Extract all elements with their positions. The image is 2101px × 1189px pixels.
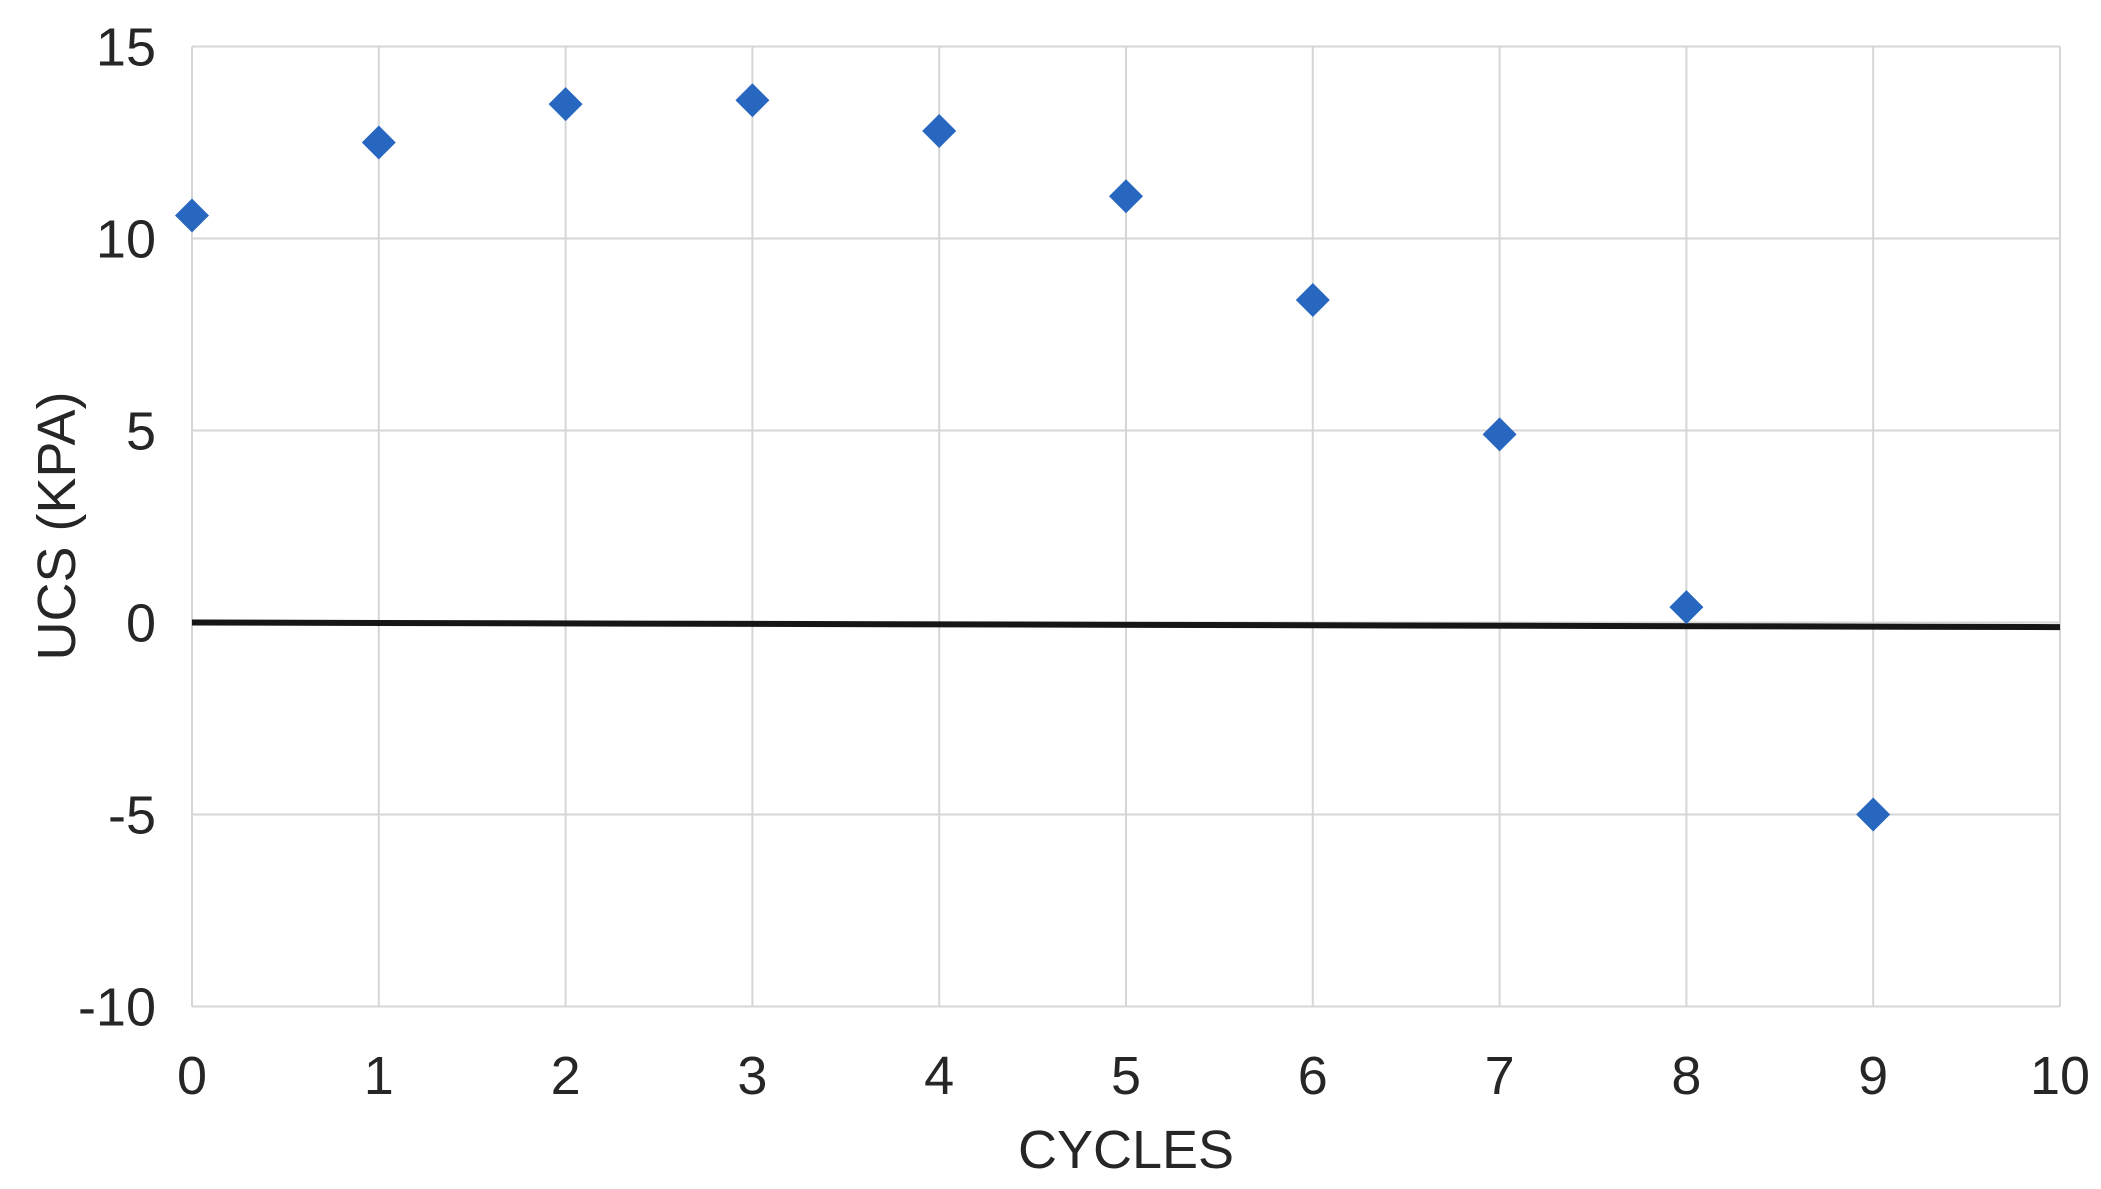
data-point-marker [548,87,583,122]
y-axis-title: UCS (KPA) [27,391,87,660]
y-tick-label: 15 [96,18,156,78]
data-point-marker [922,113,957,148]
x-axis-tick-labels: 0 1 2 3 4 5 6 7 8 9 10 [177,1046,2090,1106]
data-point-marker [175,198,209,233]
x-tick-label: 8 [1671,1046,1701,1106]
x-tick-label: 4 [924,1046,954,1106]
x-tick-label: 9 [1858,1046,1888,1106]
data-point-marker [1109,179,1143,214]
y-tick-label: 5 [126,402,156,462]
x-tick-label: 3 [737,1046,767,1106]
data-point-marker [1295,282,1330,317]
x-axis-title: CYCLES [1018,1120,1234,1180]
x-tick-label: 2 [551,1046,581,1106]
x-tick-label: 10 [2030,1046,2090,1106]
x-tick-label: 1 [364,1046,394,1106]
data-point-marker [361,125,396,160]
y-axis-tick-labels: -10 -5 0 5 10 15 [78,18,156,1038]
y-tick-label: 10 [96,210,156,270]
data-point-marker [1482,417,1517,452]
data-point-marker [735,83,770,118]
y-tick-label: -10 [78,978,156,1038]
zero-axis-line [191,619,2061,631]
x-tick-label: 5 [1111,1046,1141,1106]
x-tick-label: 6 [1298,1046,1328,1106]
y-tick-label: 0 [126,594,156,654]
data-point-marker [1856,797,1891,832]
data-point-marker [1669,590,1704,625]
data-point-series [175,83,1891,832]
x-tick-label: 0 [177,1046,207,1106]
x-tick-label: 7 [1485,1046,1515,1106]
y-tick-label: -5 [108,786,156,846]
